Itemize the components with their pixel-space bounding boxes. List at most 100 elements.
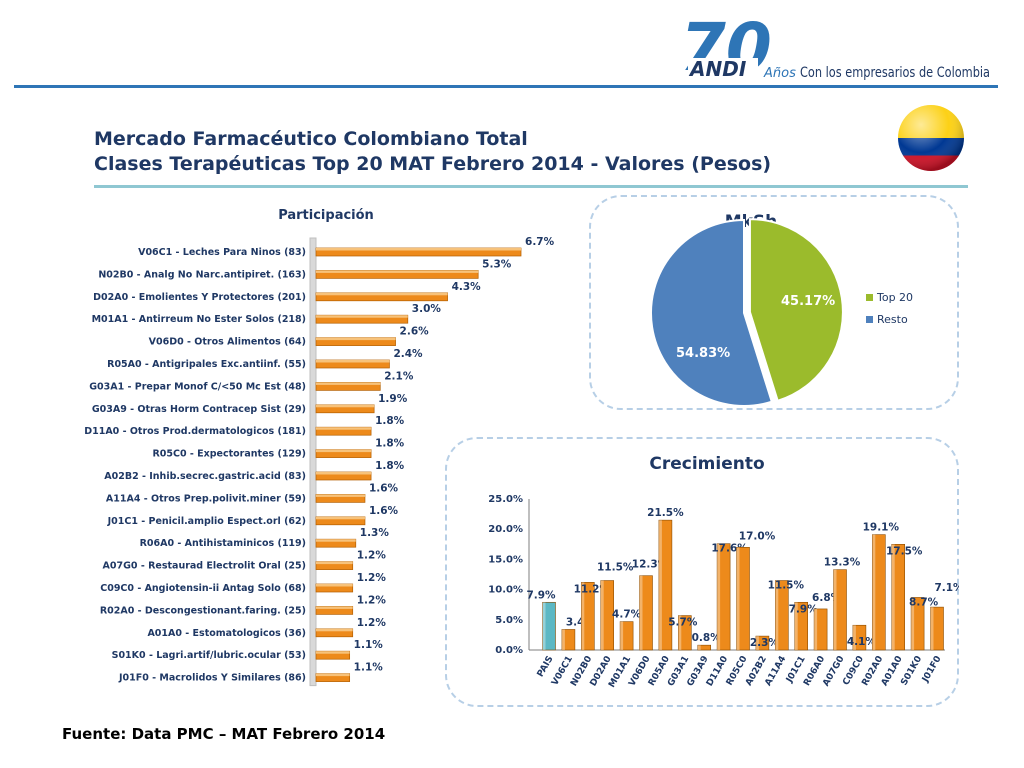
- participacion-bar: [315, 270, 479, 279]
- mksh-legend: Top 20 Resto: [866, 291, 913, 326]
- page-subtitle: Clases Terapéuticas Top 20 MAT Febrero 2…: [94, 153, 771, 175]
- crecimiento-value-label: 4.7%: [612, 609, 642, 621]
- participacion-bar-highlight: [316, 248, 522, 251]
- crecimiento-panel: [445, 437, 959, 707]
- crecimiento-category-label: PAIS: [536, 655, 556, 680]
- crecimiento-bar: [794, 601, 809, 651]
- participacion-value-label: 1.1%: [354, 662, 384, 674]
- crecimiento-bar-highlight: [775, 580, 779, 650]
- participacion-category-label: J01C1 - Penicil.amplio Espect.orl (62): [107, 516, 306, 527]
- participacion-bar-highlight: [316, 427, 372, 430]
- participacion-bar-highlight: [316, 539, 356, 542]
- participacion-bar-highlight: [316, 651, 350, 654]
- crecimiento-bar-chart: Crecimiento 0.0% 5.0% 10.0% 15.0% 20.0% 25.0%…: [488, 454, 959, 690]
- participacion-value-label: 1.2%: [357, 617, 387, 629]
- crecimiento-value-label: 7.9%: [789, 603, 819, 615]
- participacion-value-label: 2.4%: [393, 348, 423, 360]
- participacion-bar-chart: Participación V06C1 - Leches Para Ninos …: [84, 208, 555, 687]
- flag-gloss: [898, 105, 964, 171]
- crecimiento-bar: [697, 644, 711, 651]
- participacion-bar-highlight: [316, 337, 396, 341]
- crecimiento-value-label: 13.3%: [824, 557, 861, 569]
- participacion-category-label: A01A0 - Estomatologicos (36): [147, 628, 306, 639]
- participacion-bar-highlight: [316, 404, 375, 408]
- participacion-category-label: A07G0 - Restaurad Electrolit Oral (25): [103, 561, 306, 572]
- participacion-category-label: D02A0 - Emolientes Y Protectores (201): [93, 292, 306, 303]
- crecimiento-value-label: 4.1%: [847, 636, 877, 648]
- crecimiento-value-label: 11.5%: [597, 562, 634, 574]
- participacion-bar-highlight: [316, 382, 381, 385]
- participacion-value-label: 1.2%: [357, 550, 387, 562]
- colombia-flag-icon: [898, 105, 964, 171]
- participacion-value-label: 1.2%: [357, 572, 387, 584]
- participacion-title: Participación: [278, 208, 374, 223]
- participacion-bar-highlight: [316, 628, 353, 632]
- mksh-slice-label: 45.17%: [781, 294, 835, 309]
- participacion-value-label: 1.8%: [375, 460, 405, 472]
- participacion-category-label: S01K0 - Lagri.artif/lubric.ocular (53): [112, 650, 306, 661]
- crecimiento-bar: [658, 519, 673, 651]
- crecimiento-value-label: 5.7%: [668, 617, 698, 629]
- crecimiento-bar-highlight: [911, 597, 915, 650]
- participacion-category-label: G03A9 - Otras Horm Contracep Sist (29): [92, 404, 306, 415]
- participacion-value-label: 1.3%: [360, 527, 390, 539]
- participacion-value-label: 1.2%: [357, 594, 387, 606]
- participacion-category-label: R05C0 - Expectorantes (129): [152, 449, 306, 460]
- subtitle-text: Clases Terapéuticas Top 20 MAT Febrero 2…: [94, 153, 605, 175]
- crecimiento-bar: [716, 543, 731, 651]
- crecimiento-bar-highlight: [542, 602, 546, 650]
- participacion-bar-highlight: [316, 606, 353, 609]
- participacion-value-label: 4.3%: [452, 281, 482, 293]
- crecimiento-bar-highlight: [697, 645, 701, 650]
- mksh-legend-label: Resto: [877, 313, 908, 326]
- mksh-legend-swatch: [866, 316, 873, 323]
- crecimiento-bar-highlight: [600, 580, 604, 650]
- participacion-bar-highlight: [316, 673, 350, 677]
- crecimiento-bar: [852, 624, 867, 651]
- participacion-bar-highlight: [316, 315, 408, 318]
- crecimiento-ytick-label: 25.0%: [488, 494, 523, 505]
- crecimiento-bar: [600, 580, 614, 651]
- mksh-legend-label: Top 20: [876, 291, 913, 304]
- crecimiento-bar: [581, 582, 595, 651]
- crecimiento-bar: [833, 569, 847, 651]
- crecimiento-bar: [542, 601, 556, 651]
- crecimiento-value-label: 7.9%: [526, 589, 556, 601]
- crecimiento-bar-highlight: [930, 607, 934, 650]
- crecimiento-value-label: 17.0%: [739, 530, 776, 542]
- crecimiento-value-label: 17.5%: [886, 545, 923, 557]
- logo-anos: Años: [763, 66, 796, 81]
- participacion-axis: V06C1 - Leches Para Ninos (83) N02B0 - An…: [84, 237, 317, 687]
- logo-brand: ANDI: [688, 57, 747, 81]
- crecimiento-bar-highlight: [639, 575, 643, 650]
- crecimiento-value-label: 11.5%: [768, 580, 805, 592]
- participacion-value-label: 6.7%: [525, 236, 555, 248]
- andi-70-anos-logo: 70 ANDI Años Con los empresarios de Colo…: [680, 12, 990, 82]
- participacion-bar-highlight: [316, 292, 448, 296]
- participacion-value-label: 1.8%: [375, 415, 405, 427]
- participacion-bar-highlight: [316, 360, 390, 363]
- participacion-bar-highlight: [316, 584, 353, 587]
- participacion-axis-wall: [309, 237, 317, 687]
- participacion-category-label: N02B0 - Analg No Narc.antipiret. (163): [98, 269, 306, 280]
- subtitle-emphasis: Valores (Pesos): [605, 153, 772, 175]
- crecimiento-ytick-label: 0.0%: [495, 645, 523, 656]
- participacion-bar: [315, 673, 351, 682]
- crecimiento-marks: 7.9%3.4%11.2%11.5%4.7%12.3%21.5%5.7%0.8%…: [526, 507, 959, 651]
- participacion-value-label: 1.9%: [378, 393, 408, 405]
- crecimiento-ytick-label: 15.0%: [488, 554, 523, 565]
- crecimiento-bar: [619, 621, 634, 651]
- participacion-category-label: R02A0 - Descongestionant.faring. (25): [100, 605, 306, 616]
- participacion-category-label: R05A0 - Antigripales Exc.antiinf. (55): [107, 359, 306, 370]
- participacion-category-label: C09C0 - Angiotensin-ii Antag Solo (68): [100, 583, 306, 594]
- logo-tagline: Con los empresarios de Colombia: [800, 65, 990, 81]
- crecimiento-bar-highlight: [852, 625, 856, 650]
- mksh-legend-swatch: [866, 294, 873, 301]
- crecimiento-value-label: 7.1%: [934, 582, 959, 594]
- crecimiento-value-label: 2.3%: [750, 637, 780, 649]
- crecimiento-title: Crecimiento: [649, 454, 764, 474]
- participacion-category-label: R06A0 - Antihistaminicos (119): [140, 538, 306, 549]
- crecimiento-bar-highlight: [561, 629, 565, 650]
- participacion-category-label: V06D0 - Otros Alimentos (64): [149, 337, 306, 348]
